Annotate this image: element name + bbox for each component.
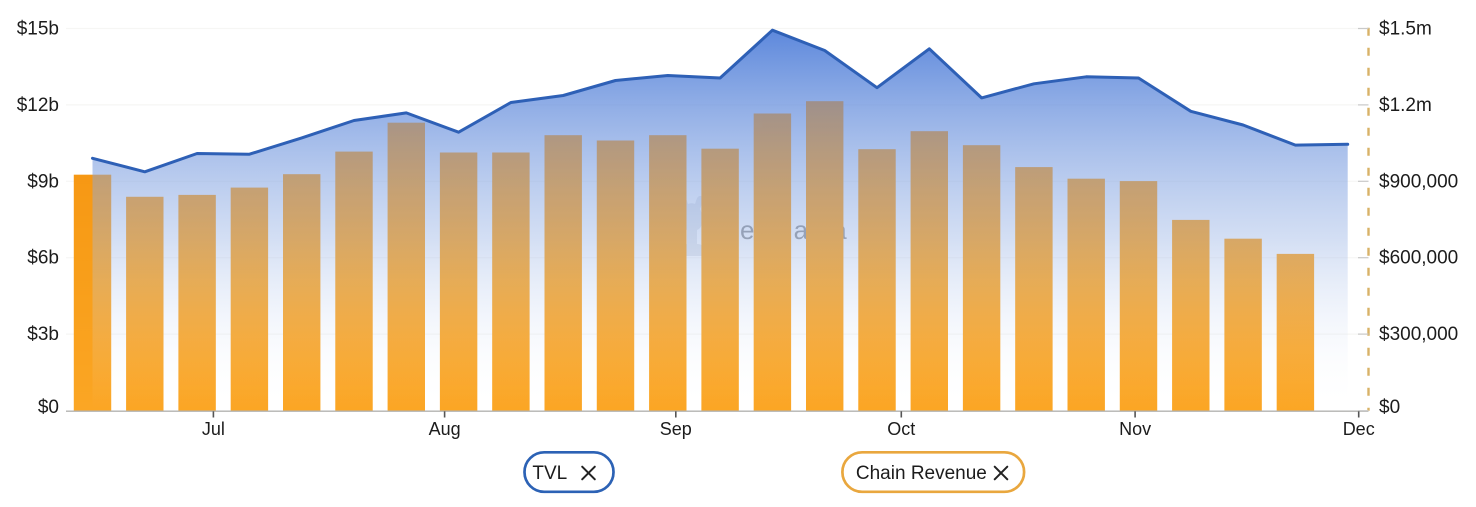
svg-text:$3b: $3b	[27, 324, 59, 345]
svg-text:$300,000: $300,000	[1379, 324, 1458, 345]
svg-text:$600,000: $600,000	[1379, 248, 1458, 269]
svg-text:Aug: Aug	[429, 419, 461, 439]
svg-text:Sep: Sep	[660, 419, 692, 439]
svg-text:$6b: $6b	[27, 248, 59, 269]
svg-text:$0: $0	[1379, 397, 1400, 418]
svg-text:Dec: Dec	[1343, 419, 1375, 439]
svg-text:Oct: Oct	[887, 419, 915, 439]
svg-text:TVL: TVL	[532, 463, 567, 484]
svg-text:Chain Revenue: Chain Revenue	[856, 463, 987, 484]
svg-text:Nov: Nov	[1119, 419, 1151, 439]
svg-text:$0: $0	[38, 397, 59, 418]
svg-text:$1.2m: $1.2m	[1379, 95, 1432, 116]
svg-text:$9b: $9b	[27, 171, 59, 192]
svg-text:Jul: Jul	[202, 419, 225, 439]
svg-text:$12b: $12b	[17, 95, 59, 116]
svg-text:$900,000: $900,000	[1379, 171, 1458, 192]
svg-text:$15b: $15b	[17, 19, 59, 40]
svg-text:$1.5m: $1.5m	[1379, 19, 1432, 40]
